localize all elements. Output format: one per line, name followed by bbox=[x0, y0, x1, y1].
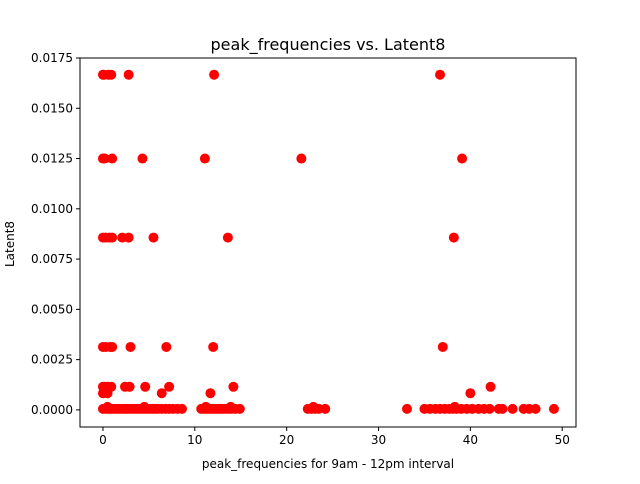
data-point-36 bbox=[124, 381, 135, 392]
points-layer bbox=[97, 69, 559, 414]
data-point-45 bbox=[465, 388, 476, 399]
data-point-115 bbox=[139, 401, 150, 412]
y-tick-label-7: 0.0175 bbox=[31, 51, 73, 65]
data-point-108 bbox=[497, 403, 508, 414]
data-point-116 bbox=[200, 401, 211, 412]
x-tick-label-0: 0 bbox=[99, 433, 107, 447]
x-tick-label-4: 40 bbox=[463, 433, 478, 447]
data-point-39 bbox=[228, 381, 239, 392]
data-point-6 bbox=[435, 69, 446, 80]
y-tick-label-1: 0.0025 bbox=[31, 353, 73, 367]
data-point-9 bbox=[107, 153, 118, 164]
data-point-72 bbox=[176, 403, 187, 414]
data-point-38 bbox=[164, 381, 175, 392]
y-tick-label-0: 0.0000 bbox=[31, 403, 73, 417]
y-tick-label-5: 0.0125 bbox=[31, 152, 73, 166]
data-point-114 bbox=[102, 401, 113, 412]
y-axis-label: Latent8 bbox=[3, 221, 17, 267]
plot-frame bbox=[79, 57, 577, 428]
axes-layer: 0 10 20 30 40 50 0.0000 0.0025 0.0050 0.0075 0.010… bbox=[31, 51, 577, 447]
data-point-28 bbox=[161, 341, 172, 352]
data-point-40 bbox=[485, 381, 496, 392]
data-point-3 bbox=[106, 69, 117, 80]
data-point-30 bbox=[437, 341, 448, 352]
y-tick-label-4: 0.0100 bbox=[31, 202, 73, 216]
y-tick-label-3: 0.0075 bbox=[31, 252, 73, 266]
data-point-112 bbox=[530, 403, 541, 414]
data-point-44 bbox=[205, 388, 216, 399]
chart-title: peak_frequencies vs. Latent8 bbox=[211, 35, 446, 55]
data-point-42 bbox=[102, 388, 113, 399]
data-point-109 bbox=[507, 403, 518, 414]
data-point-13 bbox=[457, 153, 468, 164]
data-point-43 bbox=[156, 388, 167, 399]
data-point-19 bbox=[123, 232, 134, 243]
data-point-21 bbox=[222, 232, 233, 243]
data-point-11 bbox=[199, 153, 210, 164]
data-point-117 bbox=[225, 401, 236, 412]
x-axis-label: peak_frequencies for 9am - 12pm interval bbox=[202, 457, 454, 471]
data-point-26 bbox=[107, 341, 118, 352]
data-point-106 bbox=[484, 403, 495, 414]
x-tick-label-5: 50 bbox=[555, 433, 570, 447]
y-tick-label-2: 0.0050 bbox=[31, 302, 73, 316]
x-tick-label-2: 20 bbox=[279, 433, 294, 447]
x-tick-label-3: 30 bbox=[371, 433, 386, 447]
data-point-113 bbox=[548, 403, 559, 414]
data-point-4 bbox=[123, 69, 134, 80]
data-point-27 bbox=[125, 341, 136, 352]
data-point-37 bbox=[140, 381, 151, 392]
data-point-12 bbox=[296, 153, 307, 164]
data-point-22 bbox=[448, 232, 459, 243]
data-point-20 bbox=[148, 232, 159, 243]
data-point-91 bbox=[320, 403, 331, 414]
data-point-5 bbox=[209, 69, 220, 80]
data-point-10 bbox=[137, 153, 148, 164]
data-point-92 bbox=[401, 403, 412, 414]
data-point-119 bbox=[449, 401, 460, 412]
y-tick-label-6: 0.0150 bbox=[31, 101, 73, 115]
data-point-118 bbox=[308, 401, 319, 412]
x-tick-label-1: 10 bbox=[187, 433, 202, 447]
data-point-29 bbox=[208, 341, 219, 352]
data-point-8 bbox=[99, 153, 110, 164]
data-point-86 bbox=[234, 403, 245, 414]
data-point-17 bbox=[107, 232, 118, 243]
